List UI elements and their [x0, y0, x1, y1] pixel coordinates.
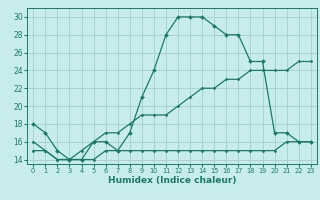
X-axis label: Humidex (Indice chaleur): Humidex (Indice chaleur)	[108, 176, 236, 185]
